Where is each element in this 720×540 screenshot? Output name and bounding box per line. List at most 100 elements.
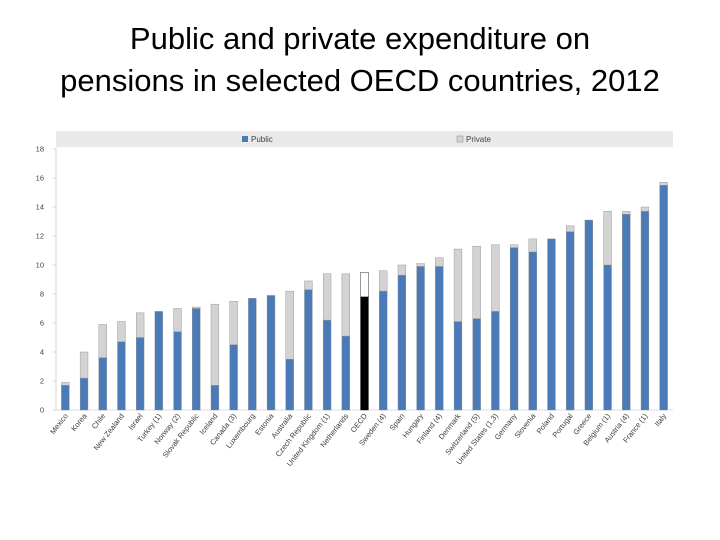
bar-group (472, 245, 481, 411)
chart-svg: Public Private 0 2 4 6 8 10 12 14 16 18 Mexico Kor… (36, 131, 673, 468)
bar-group (322, 273, 332, 411)
bar-group (379, 270, 388, 411)
bar-group (266, 295, 276, 411)
bar-private (397, 264, 407, 276)
bar-public (435, 266, 444, 411)
bar-public (304, 289, 313, 411)
bar-private (491, 244, 500, 312)
bar-private (566, 225, 575, 232)
bar-group (528, 238, 537, 411)
x-category-label: Slovenia (513, 411, 538, 440)
bar-public (603, 264, 612, 411)
bar-group (509, 244, 519, 411)
bar-group (640, 206, 650, 411)
bar-private (416, 263, 425, 267)
legend-swatch-private (456, 135, 464, 143)
bar-private (528, 238, 537, 253)
bar-public (659, 185, 668, 411)
legend-swatch-public (242, 136, 248, 142)
y-tick-label: 10 (36, 261, 44, 270)
legend: Public Private (242, 135, 491, 144)
bar-public (285, 359, 294, 411)
bar-group (229, 301, 238, 411)
bar-private (61, 382, 70, 386)
legend-label-private: Private (466, 135, 491, 144)
bar-public (154, 311, 163, 411)
bar-private (435, 257, 444, 267)
bar-public (491, 311, 500, 411)
bar-group (341, 273, 350, 411)
bar-group (304, 280, 313, 411)
y-tick-label: 6 (40, 319, 44, 328)
y-tick-label: 8 (40, 290, 44, 299)
x-category-label: Mexico (48, 412, 70, 436)
bar-public (547, 238, 556, 411)
bar-private (210, 303, 220, 386)
bar-group (173, 308, 182, 411)
bar-public (397, 274, 407, 411)
bar-private (285, 290, 294, 360)
bar-public (173, 331, 182, 411)
bar-public (416, 266, 425, 411)
bar-group (136, 312, 145, 411)
pension-expenditure-chart: Public Private 0 2 4 6 8 10 12 14 16 18 Mexico Kor… (30, 128, 676, 468)
bar-public (509, 247, 519, 411)
bar-public (98, 357, 107, 411)
bar-public (61, 385, 70, 411)
bar-public (566, 231, 575, 411)
bar-group (453, 248, 463, 411)
bar-public (322, 319, 332, 411)
bar-public (266, 295, 276, 411)
bar-public (640, 211, 650, 411)
bar-private (173, 308, 182, 332)
bar-public (360, 296, 369, 411)
bar-private (509, 244, 519, 248)
bar-group (98, 324, 107, 411)
bar-private (98, 324, 107, 358)
bar-group (491, 244, 500, 411)
bar-private (79, 351, 89, 379)
bar-group (416, 263, 425, 411)
bar-public (453, 321, 463, 411)
bar-public (248, 298, 257, 411)
bar-public (192, 308, 201, 411)
y-tick-label: 14 (36, 203, 44, 212)
bar-public (210, 385, 220, 411)
bar-private (304, 280, 313, 290)
bar-public (584, 219, 593, 411)
x-category-label: Portugal (550, 411, 574, 439)
bar-private (360, 272, 369, 298)
bar-group (397, 264, 407, 411)
bar-group (547, 238, 556, 411)
bar-group (622, 211, 631, 411)
bar-group (360, 272, 369, 411)
bar-private (117, 321, 126, 343)
bar-group (248, 298, 257, 411)
bar-private (322, 273, 332, 321)
bar-group (79, 351, 89, 411)
bar-private (603, 211, 612, 266)
y-tick-label: 2 (40, 377, 44, 386)
x-category-label: Chile (90, 412, 108, 431)
bar-group (435, 257, 444, 411)
y-tick-label: 4 (40, 348, 44, 357)
x-category-label: Korea (69, 411, 89, 433)
title-line-1: Public and private expenditure on (129, 21, 591, 56)
x-category-label: Italy (653, 412, 669, 429)
bar-public (117, 341, 126, 411)
bar-public (229, 344, 238, 411)
bar-private (659, 182, 668, 186)
bar-private (379, 270, 388, 292)
bar-public (341, 335, 350, 411)
legend-label-public: Public (251, 135, 273, 144)
bar-private (229, 301, 238, 345)
bar-private (453, 248, 463, 322)
y-axis-ticks: 0 2 4 6 8 10 12 14 16 18 (36, 145, 56, 415)
bar-private (341, 273, 350, 337)
bar-private (136, 312, 145, 338)
bar-group (285, 290, 294, 411)
bar-public (528, 251, 537, 411)
bar-group (117, 321, 126, 411)
y-tick-label: 12 (36, 232, 44, 241)
